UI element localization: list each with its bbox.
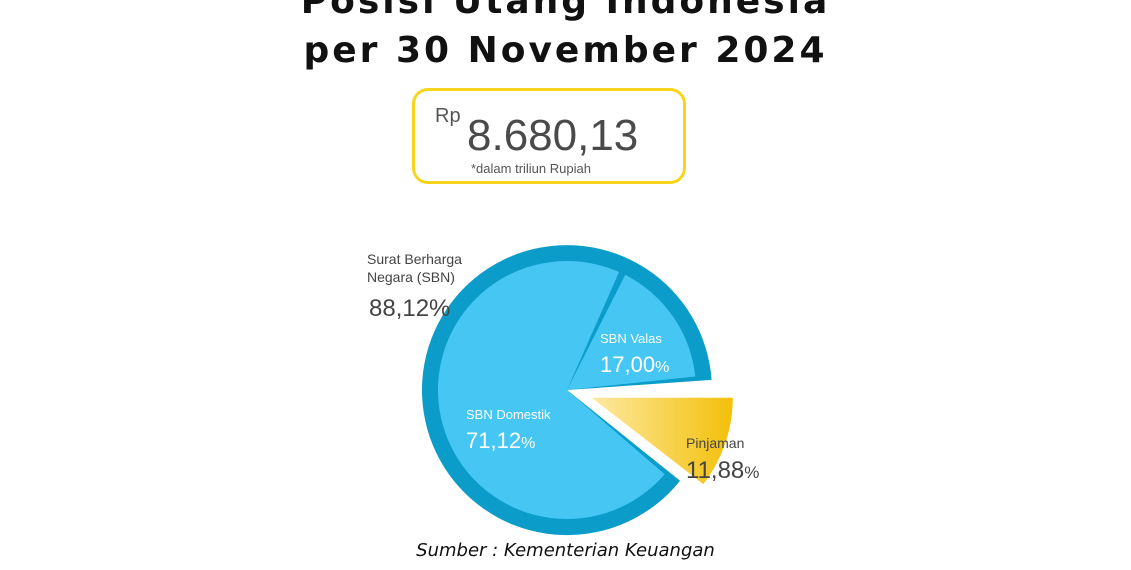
total-note: *dalam triliun Rupiah [471, 161, 591, 176]
slice-sbn-domestik [437, 260, 665, 519]
pinjaman-unit: % [744, 463, 759, 482]
total-currency: Rp [435, 105, 461, 127]
total-value: 8.680,13 [467, 111, 639, 160]
sbn-group-label-line1: Surat Berharga [367, 251, 462, 267]
pinjaman-number: 11,88 [686, 457, 744, 484]
sbn-valas-label: SBN Valas [600, 331, 662, 346]
chart-title-line1: Posisi Utang Indonesia [300, 0, 831, 22]
slice-sbn-valas [567, 274, 696, 390]
sbn-domestik-number: 71,12 [466, 428, 521, 453]
sbn-valas-unit: % [655, 359, 669, 376]
source-note: Sumber : Kementerian Keuangan [416, 540, 715, 561]
total-debt-box: Rp 8.680,13 *dalam triliun Rupiah [412, 88, 686, 184]
chart-title-line2: per 30 November 2024 [303, 30, 828, 71]
slice-pinjaman [591, 397, 733, 485]
sbn-group-label-line2: Negara (SBN) [367, 269, 455, 285]
sbn-group-value: 88,12% [369, 295, 450, 322]
sbn-domestik-unit: % [521, 435, 535, 452]
sbn-valas-number: 17,00 [600, 352, 655, 377]
sbn-domestik-value: 71,12% [466, 428, 535, 453]
sbn-domestik-label: SBN Domestik [466, 407, 551, 422]
pinjaman-value: 11,88% [686, 457, 759, 484]
sbn-valas-value: 17,00% [600, 352, 669, 377]
pinjaman-label: Pinjaman [686, 435, 744, 451]
